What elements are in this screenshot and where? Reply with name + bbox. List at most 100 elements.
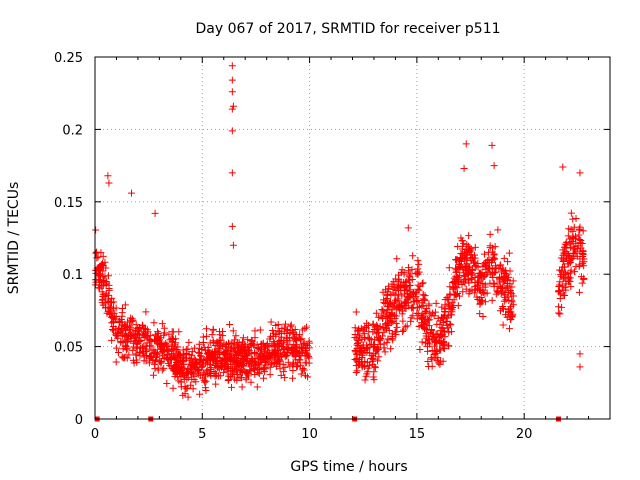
x-tick-label: 10 bbox=[301, 427, 318, 442]
data-point bbox=[245, 347, 253, 355]
data-point bbox=[388, 305, 396, 313]
data-point bbox=[380, 299, 388, 307]
data-point bbox=[360, 330, 368, 338]
data-point bbox=[108, 299, 116, 307]
data-point bbox=[136, 348, 144, 356]
data-point bbox=[93, 248, 101, 256]
data-point bbox=[194, 367, 202, 375]
data-point bbox=[135, 338, 143, 346]
data-point bbox=[419, 314, 427, 322]
data-point bbox=[261, 359, 269, 367]
data-point bbox=[302, 346, 310, 354]
data-point bbox=[500, 275, 508, 283]
data-point bbox=[119, 345, 127, 353]
data-point bbox=[157, 339, 165, 347]
data-point bbox=[104, 172, 112, 180]
data-point bbox=[476, 269, 484, 277]
data-point bbox=[255, 370, 263, 378]
data-point bbox=[481, 298, 489, 306]
data-point bbox=[496, 278, 504, 286]
data-point bbox=[363, 370, 371, 378]
data-point bbox=[457, 276, 465, 284]
data-point bbox=[296, 336, 304, 344]
data-point bbox=[228, 76, 236, 84]
data-point bbox=[383, 313, 391, 321]
data-point bbox=[506, 267, 514, 275]
data-point bbox=[497, 284, 505, 292]
data-point bbox=[115, 325, 123, 333]
data-point bbox=[247, 358, 255, 366]
data-point bbox=[479, 312, 487, 320]
data-point bbox=[101, 258, 109, 266]
data-point bbox=[261, 343, 269, 351]
data-point bbox=[182, 346, 190, 353]
data-point bbox=[274, 327, 282, 335]
data-point bbox=[298, 348, 306, 356]
data-point bbox=[400, 326, 408, 334]
data-point bbox=[114, 332, 122, 340]
data-point bbox=[432, 299, 440, 307]
data-point bbox=[561, 240, 569, 248]
data-point bbox=[351, 356, 359, 364]
data-point bbox=[570, 243, 578, 251]
data-point bbox=[486, 279, 494, 287]
data-point bbox=[353, 367, 361, 375]
data-point bbox=[385, 284, 393, 292]
data-point bbox=[184, 345, 192, 353]
data-point bbox=[233, 341, 241, 349]
data-point bbox=[398, 310, 406, 318]
data-point bbox=[117, 338, 125, 346]
data-point bbox=[302, 323, 310, 331]
data-point bbox=[157, 359, 165, 367]
data-point bbox=[467, 245, 475, 253]
data-point bbox=[351, 330, 359, 338]
data-point bbox=[92, 226, 100, 234]
data-point bbox=[422, 332, 430, 340]
data-point bbox=[387, 345, 395, 353]
data-point bbox=[228, 169, 236, 177]
data-point bbox=[462, 140, 470, 148]
data-point bbox=[501, 291, 509, 299]
data-point bbox=[96, 276, 104, 284]
data-point bbox=[363, 319, 371, 327]
data-point bbox=[187, 381, 195, 389]
data-point bbox=[212, 380, 220, 388]
data-point bbox=[195, 365, 203, 373]
data-point bbox=[439, 341, 447, 349]
data-point bbox=[286, 322, 294, 330]
data-point bbox=[564, 232, 572, 240]
data-point bbox=[108, 336, 116, 344]
data-point bbox=[560, 271, 568, 279]
data-point bbox=[418, 314, 426, 322]
data-point bbox=[444, 324, 452, 332]
data-point bbox=[509, 292, 517, 300]
data-point bbox=[231, 336, 239, 344]
data-point bbox=[399, 317, 407, 325]
data-point bbox=[104, 272, 112, 280]
data-point bbox=[474, 295, 482, 303]
data-point bbox=[363, 358, 371, 366]
data-point bbox=[113, 344, 121, 352]
data-point bbox=[441, 327, 449, 335]
data-point bbox=[291, 351, 299, 359]
data-point bbox=[200, 357, 207, 365]
data-point bbox=[497, 261, 505, 269]
axes: 0 5 10 15 20 0 0.05 0.1 0.15 0.2 0.25 bbox=[54, 51, 610, 442]
data-point bbox=[160, 355, 168, 363]
data-point bbox=[260, 374, 268, 382]
data-point bbox=[203, 356, 211, 364]
data-point bbox=[214, 362, 222, 370]
data-point bbox=[408, 276, 416, 284]
data-point bbox=[131, 332, 139, 340]
data-point bbox=[175, 328, 183, 336]
data-point bbox=[479, 263, 487, 271]
data-point bbox=[190, 344, 198, 352]
data-point bbox=[440, 319, 448, 327]
data-point bbox=[464, 263, 472, 271]
data-point bbox=[476, 300, 484, 308]
data-point bbox=[393, 255, 401, 263]
data-point bbox=[143, 339, 151, 347]
data-point bbox=[575, 262, 583, 270]
data-point bbox=[389, 289, 397, 297]
